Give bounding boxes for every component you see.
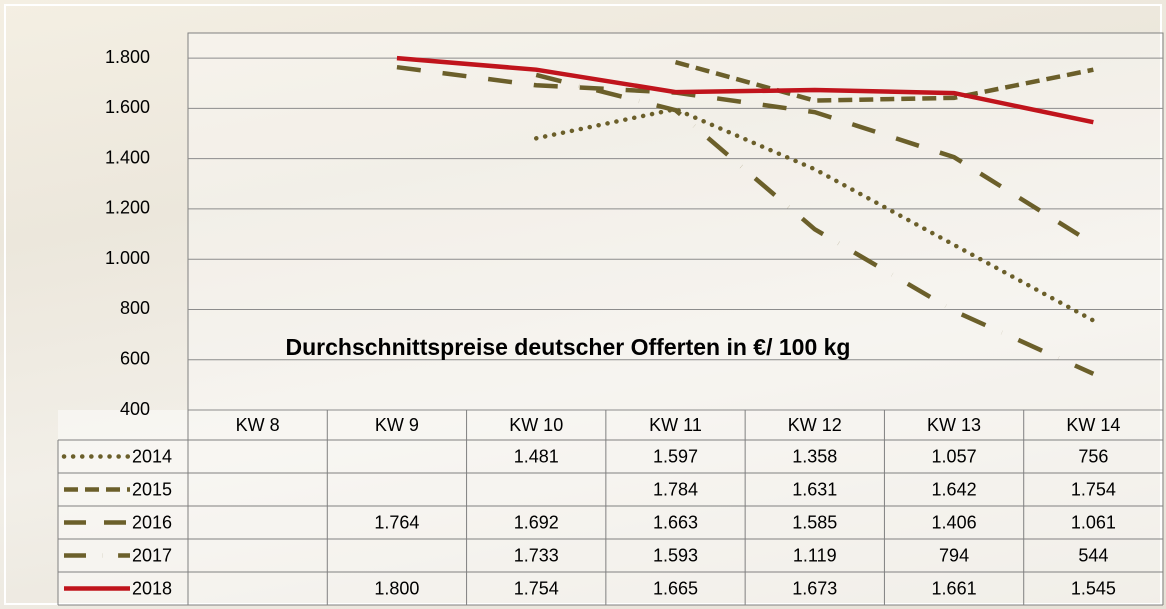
table-value: 756: [1078, 446, 1108, 466]
x-tick-label: KW 14: [1066, 415, 1120, 435]
x-tick-label: KW 9: [375, 415, 419, 435]
series-line: [674, 59, 1094, 103]
table-value: 1.733: [514, 545, 559, 565]
table-value: 1.119: [793, 545, 837, 565]
y-tick-label: 800: [120, 298, 150, 318]
legend-label: 2018: [132, 578, 172, 598]
table-value: 544: [1078, 545, 1108, 565]
table-value: 1.663: [653, 512, 698, 532]
y-tick-label: 1.800: [105, 47, 150, 67]
table-value: 1.057: [932, 446, 977, 466]
frame: [4, 4, 1162, 605]
table-value: 1.764: [374, 512, 419, 532]
table-value: 1.784: [653, 479, 698, 499]
table-value: 1.406: [932, 512, 977, 532]
table-value: 1.673: [792, 578, 837, 598]
table-value: 1.665: [653, 578, 698, 598]
series-line: [396, 55, 1094, 125]
y-tick-label: 600: [120, 348, 150, 368]
table-value: 1.481: [514, 446, 559, 466]
legend-label: 2016: [132, 512, 172, 532]
x-tick-label: KW 10: [509, 415, 563, 435]
y-tick-label: 1.600: [105, 97, 150, 117]
table-value: 1.754: [1071, 479, 1116, 499]
chart-title: Durchschnittspreise deutscher Offerten i…: [285, 334, 851, 360]
x-tick-label: KW 12: [788, 415, 842, 435]
table-value: 1.585: [792, 512, 837, 532]
table-value: 1.642: [932, 479, 977, 499]
legend-label: 2015: [132, 479, 172, 499]
table-value: 1.661: [932, 578, 977, 598]
table-value: 1.593: [653, 545, 698, 565]
table-value: 1.358: [792, 446, 837, 466]
y-tick-label: 1.400: [105, 147, 150, 167]
data-table: [58, 410, 1163, 605]
series-line: [535, 72, 1095, 376]
x-tick-label: KW 11: [649, 415, 702, 435]
plot-area: [187, 32, 1164, 411]
table-value: 794: [939, 545, 969, 565]
y-tick-label: 1.000: [105, 248, 150, 268]
y-tick-label: 1.200: [105, 198, 150, 218]
table-value: 1.061: [1071, 512, 1116, 532]
x-tick-label: KW 8: [236, 415, 280, 435]
table-value: 1.692: [514, 512, 559, 532]
table-value: 1.545: [1071, 578, 1116, 598]
x-tick-label: KW 13: [927, 415, 981, 435]
table-value: 1.597: [653, 446, 698, 466]
legend-label: 2017: [132, 545, 172, 565]
table-value: 1.754: [514, 578, 559, 598]
table-value: 1.800: [374, 578, 419, 598]
table-value: 1.631: [792, 479, 837, 499]
legend-label: 2014: [132, 446, 172, 466]
y-tick-label: 400: [120, 399, 150, 419]
